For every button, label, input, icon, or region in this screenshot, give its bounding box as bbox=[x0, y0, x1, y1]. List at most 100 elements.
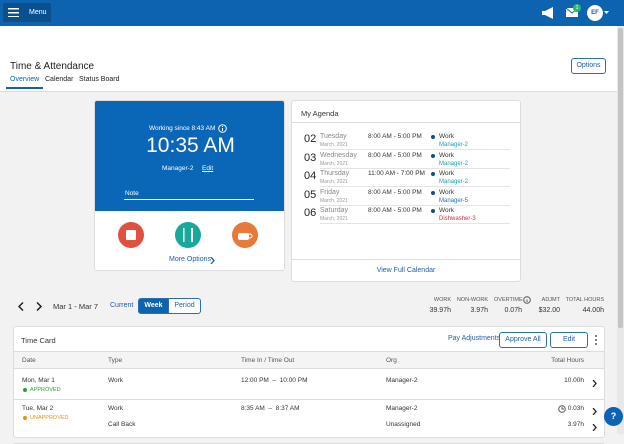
dot bbox=[431, 172, 435, 176]
row-line bbox=[320, 204, 510, 206]
info-icon[interactable] bbox=[523, 296, 531, 304]
top-bar: Menu 1 EF bbox=[0, 0, 624, 26]
shift-type: Work bbox=[439, 170, 455, 177]
menu-button[interactable]: Menu bbox=[3, 3, 51, 22]
day-number: 05 bbox=[304, 188, 317, 201]
page-title: Time & Attendance bbox=[10, 61, 95, 72]
edit-button[interactable]: Edit bbox=[550, 332, 588, 348]
summary-value: 39.97h bbox=[429, 307, 451, 314]
options-button[interactable]: Options bbox=[571, 58, 606, 74]
entry-org: Manager-2 bbox=[386, 405, 418, 412]
day-number: 04 bbox=[304, 170, 317, 182]
date: March, 2021 bbox=[320, 142, 348, 148]
dot bbox=[431, 153, 435, 158]
timecard: Time Card Pay Adjustments Approve All Ed… bbox=[13, 326, 605, 444]
summary-label: NON-WORK bbox=[456, 297, 488, 303]
shift-time: 8:00 AM - 5:00 PM bbox=[368, 133, 422, 140]
entry-time: 12:00 PM – 10:00 PM bbox=[241, 377, 308, 384]
timecard-title: Time Card bbox=[21, 336, 56, 345]
entry-type: Call Back bbox=[108, 421, 136, 428]
shift-type: Work bbox=[439, 207, 455, 214]
shift-type: Work bbox=[439, 188, 455, 196]
status: Working since 8:43 AM bbox=[149, 125, 216, 132]
org: Manager-2 bbox=[162, 165, 194, 172]
help-button[interactable]: ? bbox=[604, 407, 623, 426]
shift-time: 8:00 AM - 5:00 PM bbox=[368, 151, 422, 159]
more-options[interactable]: More Options bbox=[169, 256, 212, 263]
scroll-thumb[interactable] bbox=[618, 28, 623, 328]
week-arrows[interactable] bbox=[18, 302, 44, 311]
day-number: 06 bbox=[304, 207, 317, 219]
weekday: Saturday bbox=[320, 207, 349, 214]
avatar[interactable]: EF bbox=[587, 5, 603, 21]
action-buttons bbox=[118, 222, 258, 248]
entry-hours: 3.97h bbox=[567, 421, 584, 428]
row-date: Tue, Mar 2 bbox=[22, 405, 54, 412]
agenda-title: My Agenda bbox=[301, 109, 339, 118]
day-number: 02 bbox=[304, 133, 317, 145]
row-line bbox=[320, 167, 510, 169]
column-label: Org bbox=[386, 357, 397, 364]
weekday: Tuesday bbox=[320, 133, 347, 140]
weekday: Wednesday bbox=[320, 151, 357, 159]
header: Time & Attendance Options Overview Calend… bbox=[0, 26, 617, 92]
tab[interactable]: Overview bbox=[6, 76, 44, 89]
summary-value: 0.07h bbox=[504, 307, 522, 314]
period-toggle[interactable]: Period bbox=[168, 298, 201, 314]
date-range: Mar 1 - Mar 7 bbox=[53, 302, 99, 311]
row-line bbox=[320, 186, 510, 187]
shift-org: Manager-5 bbox=[439, 197, 469, 204]
pay-adjustments[interactable]: Pay Adjustments bbox=[448, 335, 501, 342]
announce-icon[interactable] bbox=[541, 7, 555, 19]
row-status: APPROVED bbox=[30, 387, 61, 393]
entry-time: 8:35 AM – 8:37 AM bbox=[241, 405, 300, 412]
scrollbar bbox=[617, 26, 624, 434]
agenda-card: My Agenda 02 Tuesday March, 2021 8:00 AM - … bbox=[291, 100, 521, 282]
row-chevron[interactable] bbox=[592, 408, 597, 415]
status-dot bbox=[23, 388, 27, 392]
day-number: 03 bbox=[304, 151, 317, 164]
info-icon[interactable] bbox=[218, 124, 227, 133]
current-link[interactable]: Current bbox=[110, 302, 134, 309]
column-label: Time In / Time Out bbox=[241, 357, 295, 364]
kebab[interactable] bbox=[594, 334, 598, 346]
divider bbox=[292, 259, 520, 260]
row-date: Mon, Mar 1 bbox=[22, 377, 55, 384]
entry-type: Work bbox=[108, 405, 124, 412]
view-calendar[interactable]: View Full Calendar bbox=[376, 267, 436, 274]
clock-panel: Working since 8:43 AM 10:35 AM Manager-2… bbox=[95, 101, 284, 211]
tab[interactable]: Calendar bbox=[45, 76, 74, 83]
shift-time: 8:00 AM - 5:00 PM bbox=[368, 207, 422, 214]
summary-value: 44.00h bbox=[582, 307, 604, 314]
tab[interactable]: Status Board bbox=[79, 76, 120, 83]
approve-all-button[interactable]: Approve All bbox=[499, 332, 547, 348]
weekday: Friday bbox=[320, 188, 340, 196]
shift-org: Dishwasher-3 bbox=[439, 216, 476, 222]
break-button[interactable] bbox=[232, 222, 258, 248]
stop-button[interactable] bbox=[118, 222, 144, 248]
entry-hours: 0.03h bbox=[567, 405, 584, 412]
shift-org: Manager-2 bbox=[439, 142, 469, 148]
meal-button[interactable] bbox=[175, 222, 201, 248]
weekday: Thursday bbox=[320, 170, 350, 177]
clock-card: Working since 8:43 AM 10:35 AM Manager-2… bbox=[94, 100, 285, 271]
column-label: Type bbox=[108, 357, 123, 364]
shift-org: Manager-2 bbox=[439, 179, 469, 185]
date: March, 2021 bbox=[320, 160, 348, 167]
shift-time: 8:00 AM - 5:00 PM bbox=[368, 188, 422, 196]
date: March, 2021 bbox=[320, 179, 348, 185]
week-toggle[interactable]: Week bbox=[138, 298, 169, 314]
edit-link[interactable]: Edit bbox=[202, 165, 214, 172]
entry-type: Work bbox=[108, 377, 124, 384]
menu-label: Menu bbox=[29, 9, 47, 16]
date: March, 2021 bbox=[320, 197, 348, 204]
clock-icon bbox=[558, 405, 566, 413]
row-chevron[interactable] bbox=[592, 380, 597, 387]
row-line bbox=[14, 399, 604, 400]
summary-label: WORK bbox=[433, 297, 451, 303]
shift-type: Work bbox=[439, 151, 455, 159]
dot bbox=[431, 190, 435, 195]
row-line bbox=[320, 149, 510, 150]
row-chevron[interactable] bbox=[592, 424, 597, 431]
